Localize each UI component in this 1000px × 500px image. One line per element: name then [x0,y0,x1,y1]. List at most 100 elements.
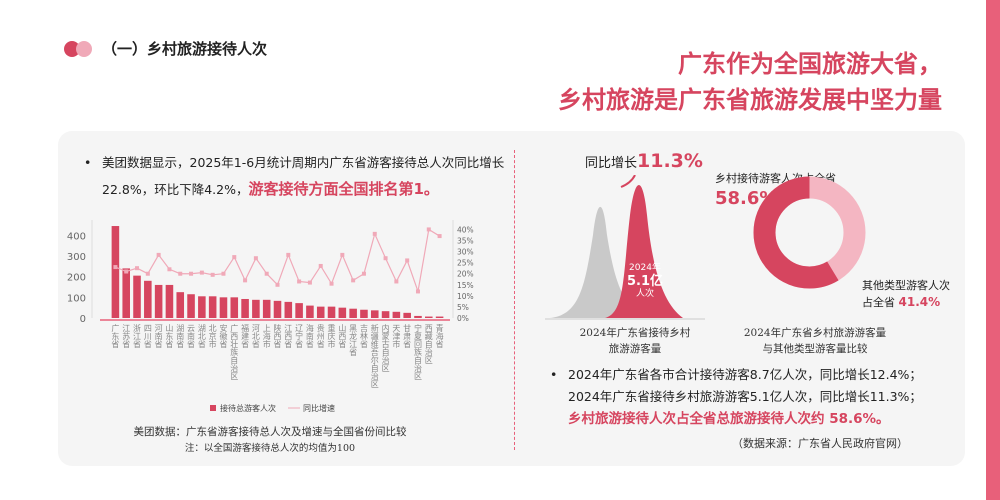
growth-point [361,271,366,276]
x-tick-label: 青海省 [435,324,445,348]
growth-point [307,280,312,285]
bar [219,297,228,318]
y-tick: 400 [67,231,86,242]
bar [165,284,174,318]
bar [327,306,336,318]
growth-point [232,255,237,260]
y2-tick: 25% [457,259,474,268]
dots-icon [64,40,94,58]
y2-tick: 40% [457,225,474,234]
growth-point [243,278,248,283]
growth-point [415,289,420,294]
x-tick-label: 西藏自治区 [424,324,434,364]
right-bullet-highlight: 乡村旅游接待人次占全省总旅游接待人次约 58.6%。 [568,411,890,427]
x-tick-label: 辽宁省 [294,324,304,348]
bar [403,312,411,318]
source: （数据来源：广东省人民政府官网） [732,437,908,450]
bar [187,294,195,318]
x-tick-label: 海南省 [305,324,315,348]
peak-unit: 人次 [635,289,654,299]
bar [349,308,357,318]
growth-point [210,272,215,277]
growth-point [286,252,291,257]
growth-point [253,256,258,261]
peak-graphic [545,175,705,320]
bar [295,303,303,318]
bar [284,301,293,318]
x-tick-label: 河南省 [154,324,164,348]
growth-point [189,271,194,276]
y2-tick: 35% [457,237,474,246]
growth-point [113,265,118,270]
growth-point [199,270,204,275]
x-tick-label: 天津市 [391,324,401,348]
x-tick-label: 新疆维吾尔自治区 [370,324,380,388]
peak-caption: 2024年广东省接待乡村 旅游游客量 [579,327,691,355]
x-tick-label: 宁夏回族自治区 [413,324,423,380]
donut-caption: 2024年广东省乡村旅游游客量 与其他类型游客量比较 [743,327,887,355]
growth-point [426,227,431,232]
legend-bar-label: 接待总游客人次 [220,403,276,413]
left-bullet-highlight: 游客接待方面全国排名第1。 [248,180,439,198]
growth-label: 同比增长11.3% [585,150,703,172]
y2-tick: 20% [457,270,474,279]
x-tick-label: 广东省 [110,324,120,348]
growth-point [124,269,129,274]
headline-2: 乡村旅游是广东省旅游发展中坚力量 [558,86,942,114]
growth-point [372,231,377,236]
y-tick: 200 [67,273,86,284]
divider [514,150,515,450]
peak-year: 2024年 [629,263,661,273]
legend-line-label: 同比增速 [303,403,335,413]
peak-gray [550,206,655,318]
growth-point [167,267,172,272]
bar [316,306,325,318]
growth-point [394,279,399,284]
growth-point [221,271,226,276]
bar [133,275,141,318]
y2-tick: 10% [457,292,474,301]
province-chart: 0 100 200 300 400 0% 5% 10% 15% 20% 25% 30% 35% 40% 接待… [67,220,474,413]
peak-red [605,185,683,318]
left-bullet-text: 美团数据显示，2025年1-6月统计周期内广东省游客接待总人次同比增长22.8%… [102,155,505,197]
growth-point [264,271,269,276]
bar [154,284,163,318]
section-title: （一）乡村旅游接待人次 [64,38,267,59]
y-tick: 300 [67,252,86,263]
bar [241,298,249,318]
x-tick-label: 上海市 [262,324,272,348]
bar [198,296,206,318]
bar [122,268,130,318]
x-tick-label: 江苏省 [121,324,131,348]
bar [435,316,444,318]
donut-chart [753,176,866,289]
growth-value: 11.3% [637,150,703,172]
growth-point [437,234,442,239]
bar [360,309,368,318]
x-tick-label: 湖北省 [197,324,207,348]
arrow-icon [620,175,636,188]
growth-point [145,271,150,276]
x-tick-label: 四川省 [143,324,153,348]
growth-point [340,252,345,257]
x-tick-label: 江西省 [283,324,293,348]
x-tick-label: 湖南省 [175,324,185,348]
right-bullet-line2: 2024年广东省接待乡村旅游游客5.1亿人次，同比增长11.3%； [568,389,922,404]
bar [306,305,314,318]
x-tick-label: 山西省 [337,324,347,348]
donut-rural-segment [753,176,866,289]
growth-line [115,228,440,294]
section-title-text: （一）乡村旅游接待人次 [102,40,268,58]
x-tick-label: 吉林省 [359,324,369,348]
bar [425,316,433,318]
growth-point [178,271,183,276]
bar [262,299,271,318]
peak-value: 5.1亿 [626,274,664,289]
x-tick-label: 浙江省 [132,324,142,348]
x-tick-label: 福建省 [240,324,250,348]
x-tick-label: 陕西省 [273,324,282,348]
growth-point [405,258,410,263]
y-tick: 0 [80,314,86,325]
headline-1: 广东作为全国旅游大省， [678,50,942,78]
x-tick-label: 安徽省 [218,324,228,348]
